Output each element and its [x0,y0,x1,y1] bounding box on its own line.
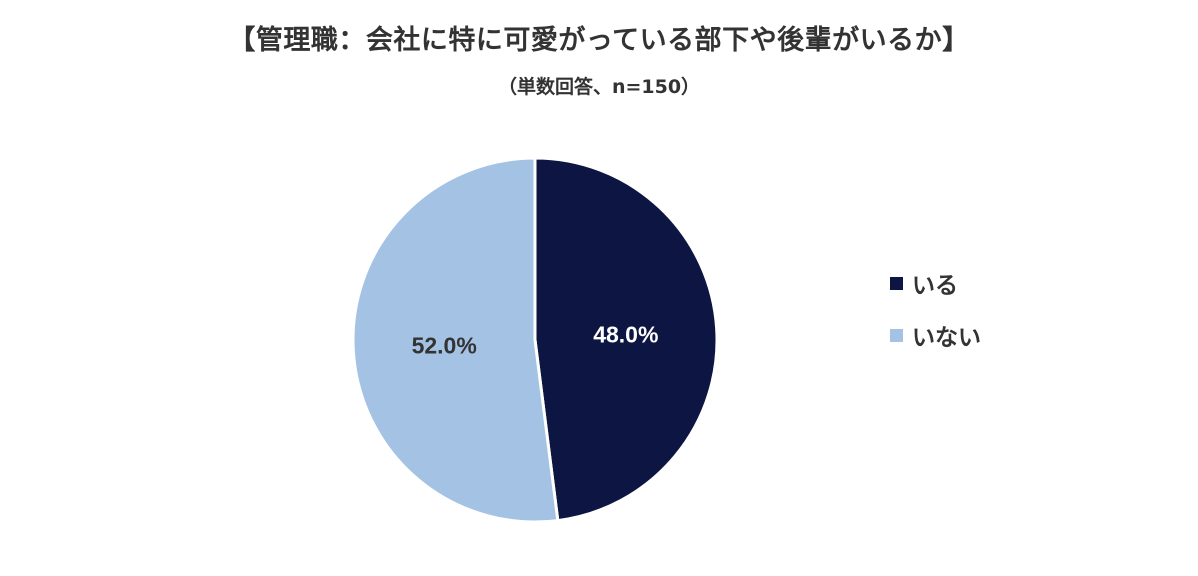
chart-subtitle: （単数回答、n=150） [497,76,701,98]
legend-swatch-iru [890,276,903,290]
pie-slice-inai [351,156,560,524]
legend-label-iru: いる [912,273,958,299]
legend: いる いない [890,266,981,370]
legend-swatch-inai [890,328,903,342]
data-label-inai: 52.0% [412,333,477,359]
chart-title: 【管理職：会社に特に可愛がっている部下や後輩がいるか】 [228,25,970,56]
legend-label-inai: いない [912,325,981,351]
legend-item-inai: いない [890,318,981,352]
data-label-iru: 48.0% [593,321,658,347]
pie-slice-iru [533,156,719,523]
legend-item-iru: いる [890,266,981,300]
